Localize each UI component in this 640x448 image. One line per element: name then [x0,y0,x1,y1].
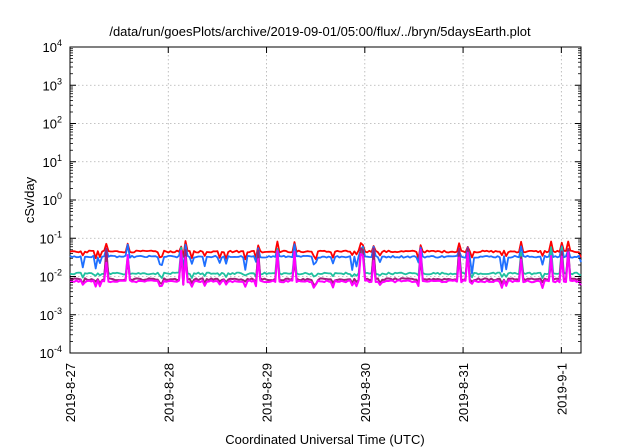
y-tick-label: 101 [43,153,62,170]
y-tick-exponent: 2 [57,115,62,125]
y-tick-base: 10 [40,308,54,323]
y-axis-label: cSv/day [22,176,37,223]
x-axis-ticks: 2019-8-27 2019-8-28 2019-8-29 2019-8-30 2019… [63,47,569,422]
y-tick-label: 10-4 [40,344,62,361]
y-tick-label: 102 [43,115,62,132]
y-tick-label: 10-1 [40,229,62,246]
y-tick-exponent: -1 [54,229,62,239]
x-tick-label: 2019-8-30 [358,363,373,422]
y-tick-exponent: -4 [54,344,62,354]
series-line-2 [69,243,582,275]
x-tick-label: 2019-8-27 [63,363,78,422]
y-tick-label: 10-3 [40,306,62,323]
y-tick-base: 10 [43,193,57,208]
y-tick-exponent: 4 [57,38,62,48]
y-tick-exponent: 1 [57,153,62,163]
y-tick-base: 10 [43,40,57,55]
y-tick-exponent: 3 [57,76,62,86]
y-tick-base: 10 [40,346,54,361]
y-tick-label: 100 [43,191,62,208]
y-tick-base: 10 [40,231,54,246]
chart-title: /data/run/goesPlots/archive/2019-09-01/0… [109,24,531,39]
y-tick-label: 104 [43,38,62,55]
y-tick-label: 10-2 [40,268,62,285]
y-tick-exponent: 0 [57,191,62,201]
x-tick-label: 2019-8-28 [161,363,176,422]
y-tick-base: 10 [43,78,57,93]
x-tick-label: 2019-9-1 [554,363,569,415]
grid-lines [70,47,581,353]
series-layer [69,240,582,289]
x-tick-label: 2019-8-31 [456,363,471,422]
y-tick-base: 10 [43,155,57,170]
series-line-3 [69,246,582,280]
x-axis-label: Coordinated Universal Time (UTC) [225,432,424,447]
y-tick-exponent: -2 [54,268,62,278]
series-line-5 [69,248,582,289]
y-tick-base: 10 [43,117,57,132]
y-tick-label: 103 [43,76,62,93]
series-line-1 [69,240,582,261]
y-tick-base: 10 [40,270,54,285]
y-tick-exponent: -3 [54,306,62,316]
x-tick-label: 2019-8-29 [260,363,275,422]
